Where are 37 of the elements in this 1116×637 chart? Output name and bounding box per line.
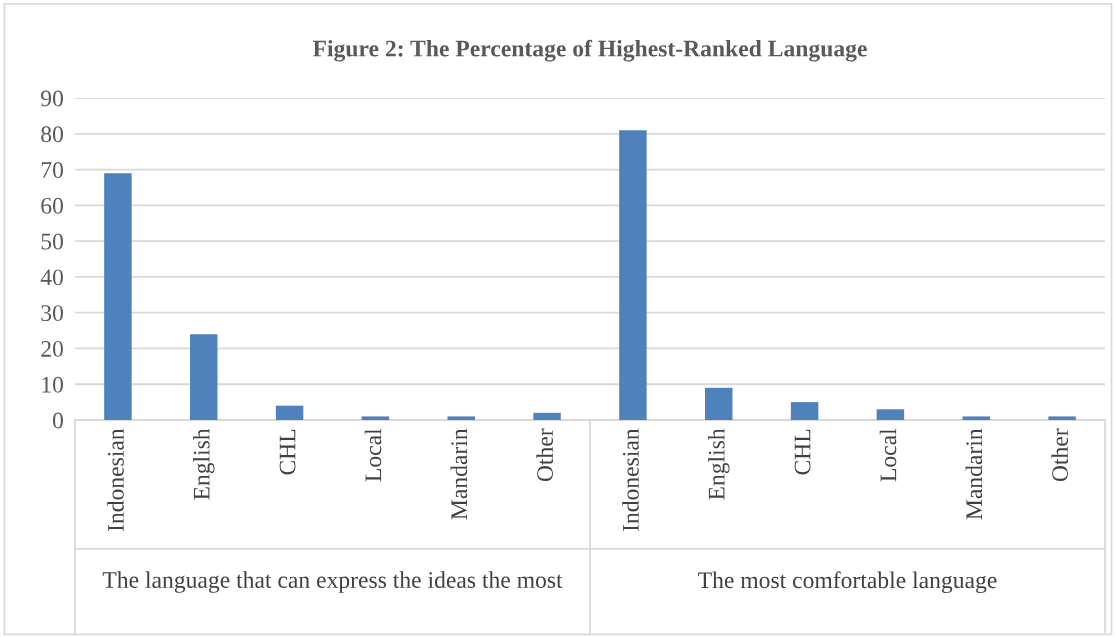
x-tick-label: English — [708, 428, 730, 500]
text: The most comfortable language — [698, 571, 997, 594]
x-tick-label: Indonesian — [107, 428, 124, 532]
x-tick-label: Local — [879, 428, 897, 482]
bar — [361, 416, 390, 420]
x-tick-label: CHL — [279, 429, 296, 475]
y-tick-label: 10 — [42, 376, 63, 393]
x-tick-label: Indonesian — [622, 428, 639, 532]
y-tick-label: 90 — [41, 90, 63, 107]
text: The language that can express the ideas the most — [102, 571, 563, 593]
chart-title: Figure 2: The Percentage of Highest-Ranked Language — [312, 39, 867, 62]
bar — [876, 409, 905, 420]
x-tick-label: Other — [536, 428, 553, 482]
y-tick-label: 70 — [41, 162, 63, 178]
x-tick-label: Mandarin — [450, 428, 468, 520]
x-tick-label: Mandarin — [965, 428, 983, 520]
bar — [447, 416, 475, 420]
y-tick-label: 80 — [41, 126, 63, 143]
y-tick-label: 20 — [41, 340, 63, 357]
y-tick-label: 40 — [40, 269, 63, 286]
y-tick-label: 50 — [41, 233, 63, 250]
bar — [104, 173, 132, 420]
x-tick-label: Other — [1051, 428, 1068, 482]
bar — [619, 130, 647, 420]
y-tick-label: 0 — [52, 412, 63, 429]
bar — [790, 402, 819, 420]
x-tick-label: Local — [364, 428, 382, 482]
bar — [705, 387, 733, 420]
y-tick-label: 30 — [41, 305, 63, 322]
x-tick-label: CHL — [794, 429, 811, 475]
x-tick-label: English — [193, 428, 215, 500]
bar — [533, 412, 561, 420]
bar — [275, 405, 304, 420]
bar — [190, 334, 218, 420]
bar — [1048, 416, 1076, 420]
y-tick-label: 60 — [41, 197, 63, 214]
bar — [962, 416, 990, 420]
